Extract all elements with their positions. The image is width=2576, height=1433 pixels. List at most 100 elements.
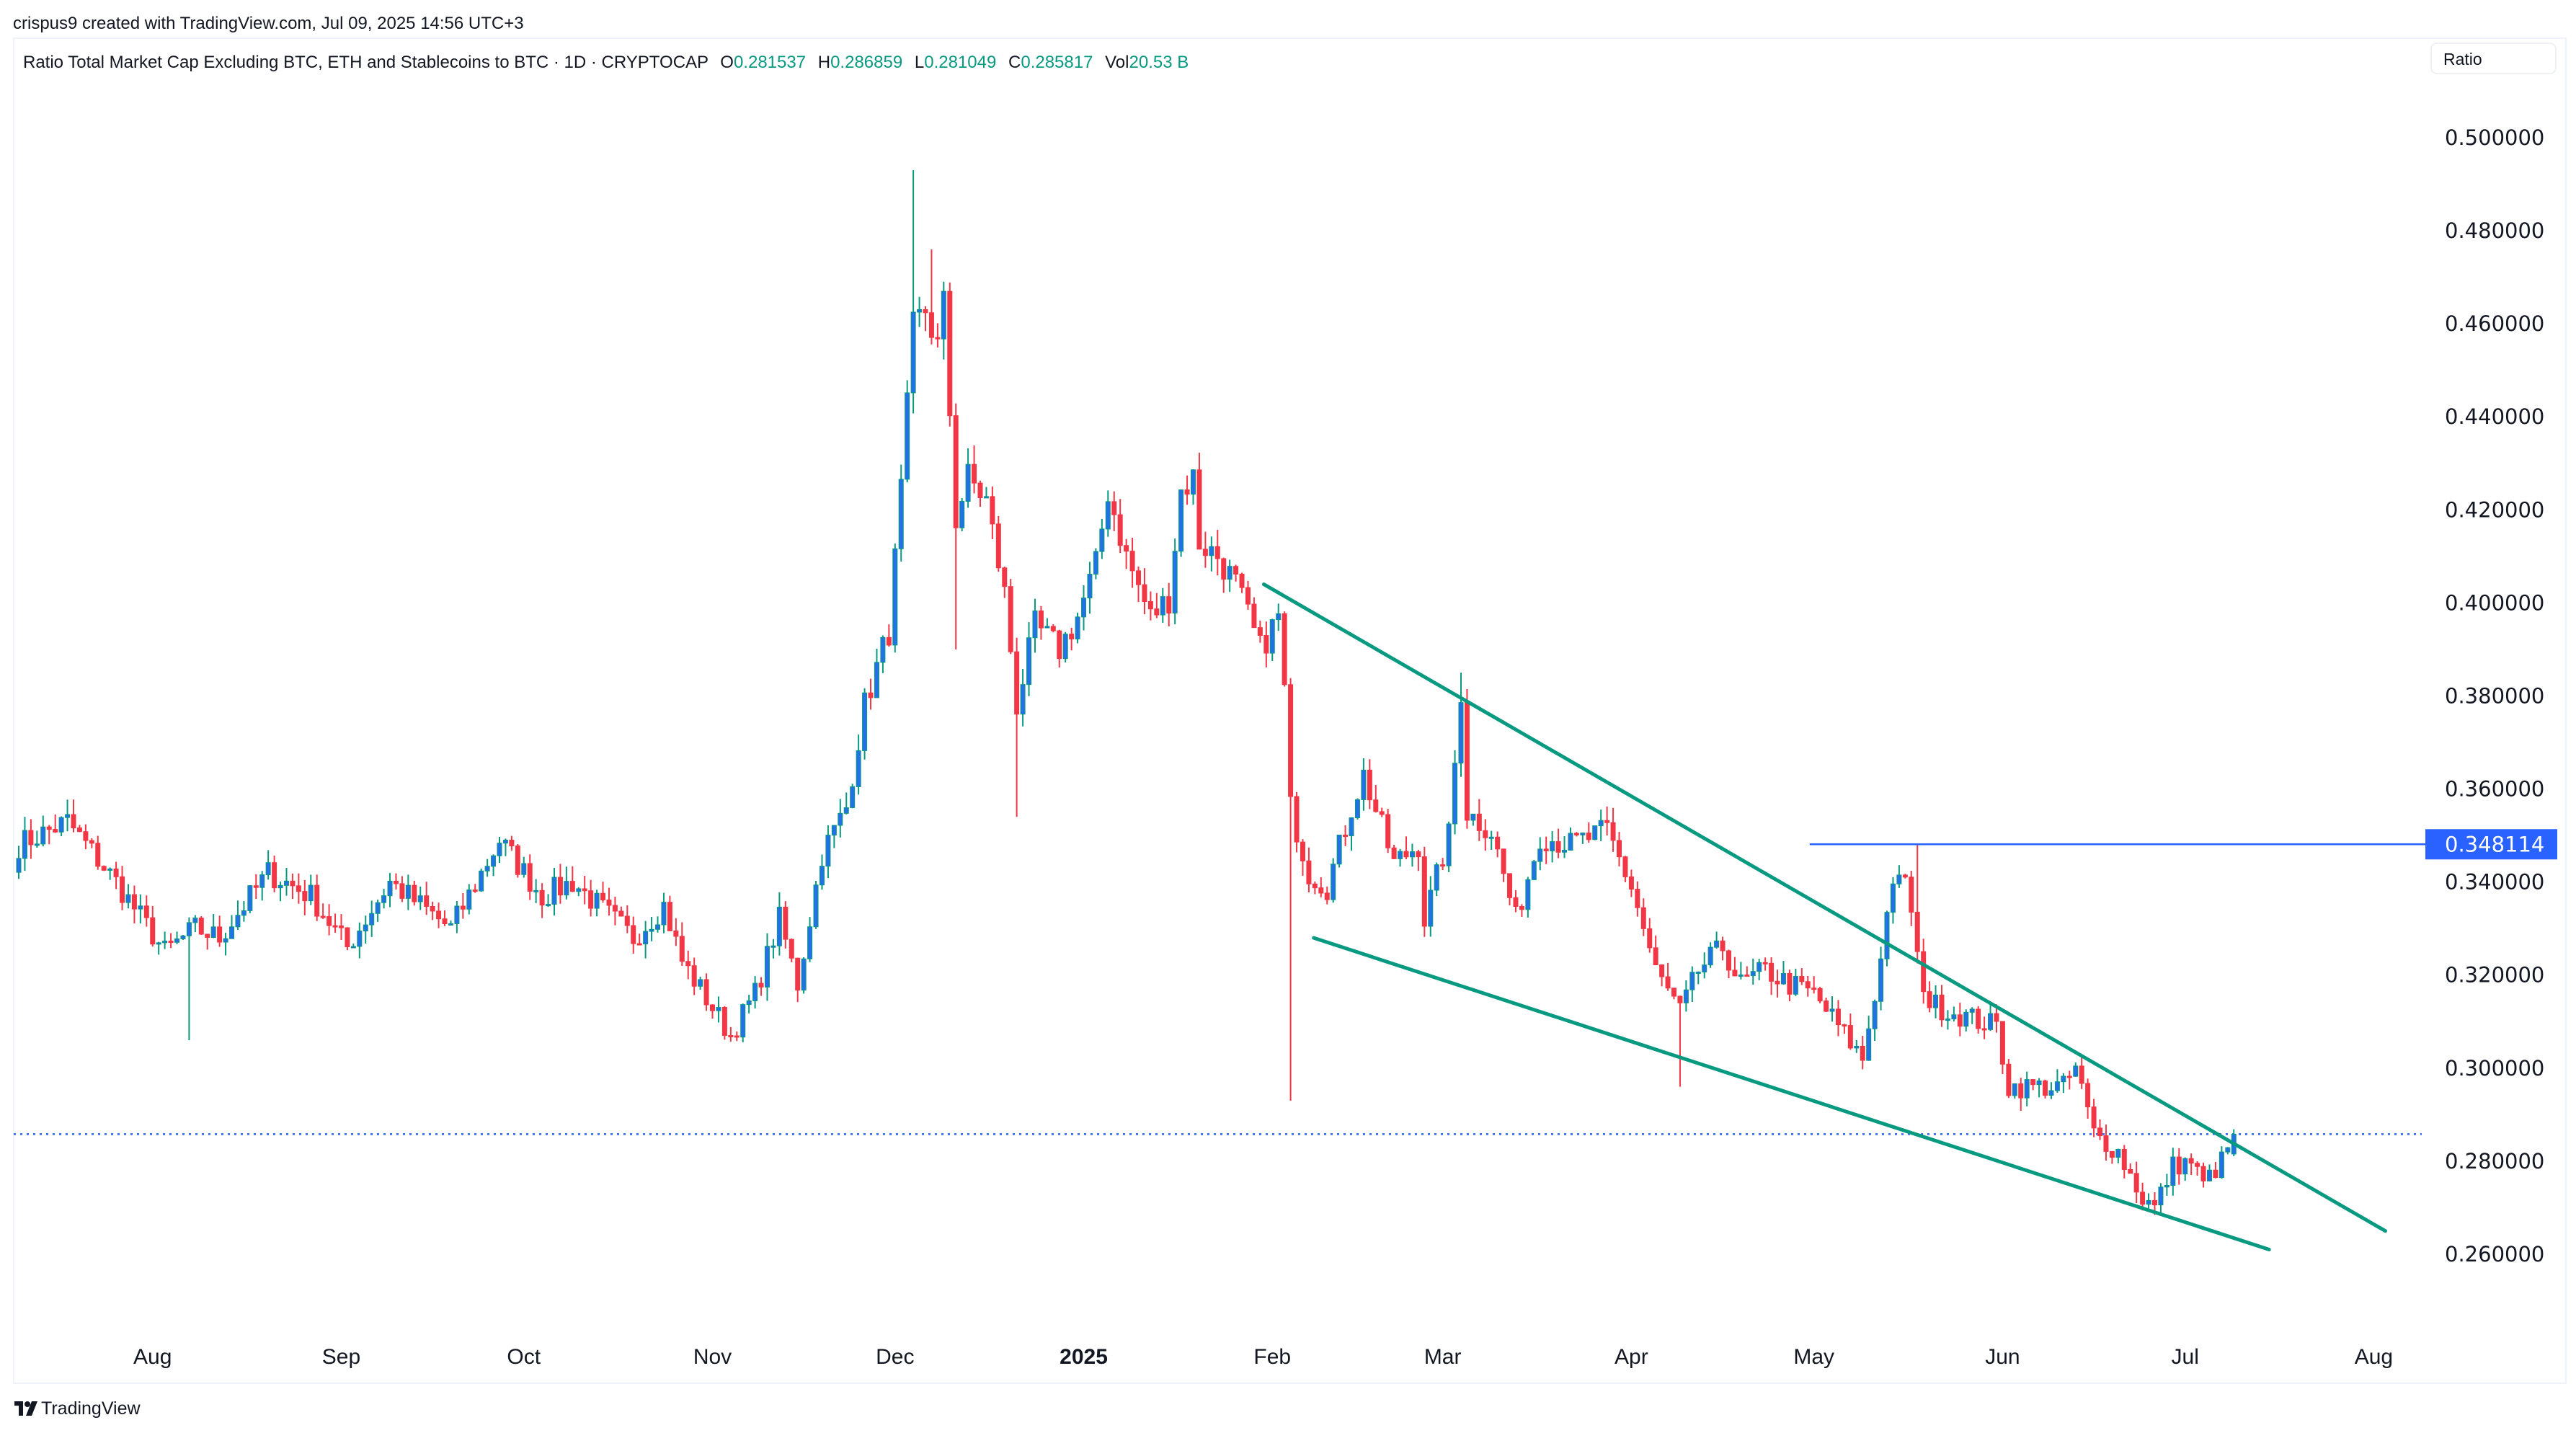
- candle-down: [1318, 877, 1324, 897]
- candle-body: [631, 925, 636, 944]
- candle-down: [1860, 1035, 1865, 1070]
- candle-down: [2066, 1070, 2072, 1090]
- candle-body: [1190, 469, 1196, 495]
- candle-body: [387, 880, 393, 897]
- candle-up: [350, 944, 356, 949]
- candle-down: [1647, 918, 1653, 953]
- candle-down: [1057, 629, 1062, 668]
- y-tick-label: 0.320000: [2445, 963, 2544, 988]
- candle-body: [1835, 1008, 1841, 1026]
- candle-down: [2006, 1059, 2012, 1099]
- candle-down: [442, 910, 448, 926]
- candle-body: [1081, 598, 1087, 618]
- candle-down: [1385, 809, 1391, 853]
- candle-down: [412, 880, 417, 906]
- candle-down: [539, 883, 545, 918]
- candle-down: [1050, 624, 1056, 633]
- upper-wedge-trendline[interactable]: [1261, 582, 2387, 1233]
- candle-body: [1020, 684, 1026, 715]
- candle-up: [16, 846, 22, 879]
- candle-down: [1628, 869, 1634, 897]
- candle-body: [2151, 1199, 2157, 1206]
- candle-up: [716, 996, 721, 1023]
- candle-body: [357, 931, 363, 947]
- candle-body: [1306, 860, 1312, 884]
- legend-low: 0.281049: [924, 53, 996, 72]
- candle-body: [1343, 834, 1349, 837]
- candle-body: [1610, 822, 1616, 841]
- candle-body: [497, 843, 502, 856]
- candle-body: [1799, 976, 1805, 982]
- candle-up: [448, 920, 453, 926]
- candle-down: [76, 825, 82, 833]
- candle-down: [1799, 968, 1805, 985]
- candle-down: [1245, 580, 1251, 610]
- candle-body: [375, 902, 381, 914]
- candle-body: [1507, 873, 1513, 898]
- candle-body: [600, 892, 606, 900]
- candle-body: [716, 1007, 721, 1011]
- scale-mode-button[interactable]: Ratio: [2430, 43, 2557, 74]
- candle-up: [1160, 587, 1165, 624]
- legend-c-label: C: [1008, 53, 1021, 72]
- lower-wedge-trendline[interactable]: [1312, 936, 2271, 1252]
- candle-body: [1976, 1008, 1981, 1029]
- candle-up: [417, 886, 423, 910]
- y-tick-label: 0.480000: [2445, 218, 2544, 243]
- candle-down: [789, 939, 794, 962]
- candle-down: [89, 838, 94, 848]
- candle-body: [1702, 964, 1707, 972]
- candle-up: [1531, 859, 1537, 880]
- time-axis[interactable]: Aug Sep Oct Nov Dec 2025 Feb Mar Apr May Jun Jul Aug: [133, 1345, 2393, 1369]
- price-axis[interactable]: 0.500000 0.480000 0.460000 0.440000 0.420000…: [2445, 125, 2544, 1266]
- x-tick-label: Aug: [2355, 1345, 2393, 1369]
- candle-down: [953, 403, 959, 649]
- candle-up: [661, 892, 667, 933]
- candle-body: [1075, 616, 1080, 639]
- candle-down: [1008, 579, 1013, 655]
- candle-down: [1775, 970, 1780, 998]
- tradingview-logo: TradingView: [14, 1398, 141, 1419]
- candle-body: [1933, 994, 1939, 1008]
- candle-body: [143, 905, 149, 918]
- candle-body: [1093, 551, 1098, 575]
- x-tick-label: Aug: [133, 1345, 172, 1369]
- candle-down: [424, 882, 430, 915]
- candle-up: [1434, 862, 1439, 897]
- candle-body: [1824, 1001, 1829, 1012]
- candle-down: [1069, 627, 1075, 651]
- candle-body: [1385, 814, 1391, 848]
- candle-body: [1896, 874, 1902, 884]
- candle-body: [217, 926, 223, 943]
- candle-body: [661, 902, 667, 926]
- candle-up: [34, 830, 40, 848]
- candle-up: [2182, 1157, 2188, 1181]
- candle-down: [2200, 1162, 2206, 1188]
- candle-down: [886, 624, 892, 647]
- candle-down: [1251, 597, 1257, 629]
- candle-body: [1166, 596, 1172, 614]
- candle-body: [825, 835, 831, 867]
- candle-body: [1117, 514, 1123, 546]
- candle-down: [1787, 970, 1793, 1002]
- candle-body: [1111, 501, 1117, 515]
- candle-down: [2140, 1182, 2146, 1211]
- candle-down: [1495, 831, 1501, 858]
- candle-down: [1233, 564, 1239, 582]
- candle-body: [2140, 1192, 2146, 1205]
- candle-body: [1817, 988, 1823, 1002]
- candle-down: [1519, 904, 1524, 918]
- candle-up: [1963, 1009, 1969, 1032]
- candle-body: [192, 918, 198, 923]
- tradingview-logo-icon: [14, 1401, 37, 1416]
- candle-body: [691, 965, 697, 987]
- candle-up: [1562, 835, 1568, 859]
- candle-body: [1902, 874, 1908, 878]
- candle-body: [448, 923, 453, 926]
- candle-up: [247, 884, 253, 913]
- candle-down: [1403, 836, 1409, 860]
- candle-body: [186, 922, 192, 936]
- candle-up: [2206, 1164, 2212, 1181]
- candle-body: [417, 895, 423, 902]
